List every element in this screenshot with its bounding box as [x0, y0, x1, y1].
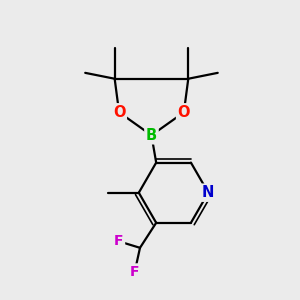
Text: F: F	[114, 234, 124, 248]
Text: O: O	[113, 105, 125, 120]
Text: O: O	[178, 105, 190, 120]
Text: B: B	[146, 128, 157, 143]
Text: N: N	[202, 185, 214, 200]
Text: F: F	[130, 265, 140, 279]
